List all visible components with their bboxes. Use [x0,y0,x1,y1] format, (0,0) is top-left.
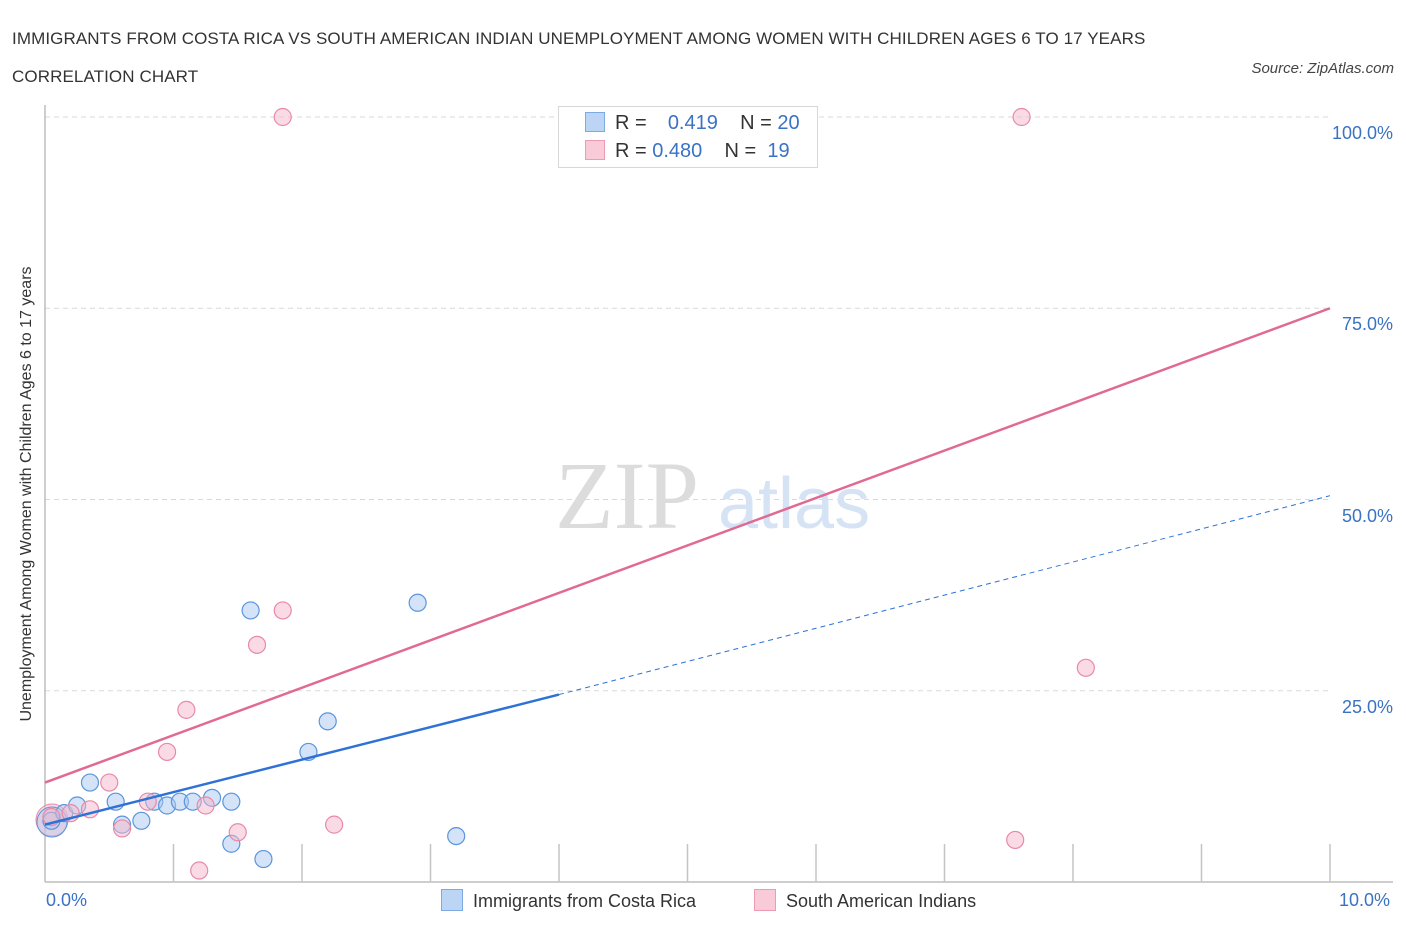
legend-item-south-american-indians[interactable]: South American Indians [754,889,976,912]
stats-row-costa-rica: R = 0.419 N = 20 [585,112,800,138]
chart-title: IMMIGRANTS FROM COSTA RICA VS SOUTH AMER… [12,29,1146,86]
data-point [241,601,260,620]
r-value-south-american-indians: 0.480 [652,140,703,162]
data-point [273,601,292,620]
data-point [157,742,177,762]
y-tick-label: 50.0% [1341,505,1393,526]
y-tick-label: 100.0% [1331,123,1393,143]
data-point [112,819,132,838]
y-tick-label: 75.0% [1341,314,1393,335]
data-point [138,792,157,811]
data-point [1006,830,1025,850]
trend-line [44,693,560,826]
pink-swatch-icon [585,140,605,160]
pink-swatch-icon [754,889,776,911]
stats-box: R = 0.419 N = 20 R = 0.480 N = 19 [558,106,818,168]
trend-lines [44,307,1331,826]
trend-line-extrapolated [558,495,1331,696]
blue-swatch-icon [441,889,463,911]
watermark: ZIP atlas [555,442,870,549]
data-point [318,712,337,731]
watermark-atlas: atlas [718,464,870,544]
stats-row-south-american-indians: R = 0.480 N = 19 [585,140,790,166]
trend-line [44,307,1331,784]
blue-swatch-icon [585,112,605,132]
r-value-costa-rica: 0.419 [667,112,718,134]
axes [44,105,1393,883]
data-point [196,796,215,815]
data-point [100,773,119,792]
y-tick-label: 25.0% [1341,696,1393,717]
data-point [80,773,100,792]
data-point [228,823,247,842]
data-point [325,815,344,834]
data-point [1076,658,1095,677]
source-label: Source: ZipAtlas.com [1251,60,1394,77]
x-tick-max: 10.0% [1339,890,1391,910]
n-value-south-american-indians: 19 [767,140,790,162]
data-point [247,635,267,654]
data-point [273,107,292,127]
gridlines [45,116,1330,692]
x-tick-min: 0.0% [46,890,88,910]
data-point [408,593,427,612]
watermark-zip: ZIP [555,442,699,549]
legend-item-costa-rica[interactable]: Immigrants from Costa Rica [441,889,696,912]
data-point [222,792,241,811]
data-point [177,700,196,719]
data-point [190,861,209,880]
data-point [132,811,151,830]
data-point [1012,107,1031,127]
n-value-costa-rica: 20 [777,112,800,134]
data-point [254,849,273,869]
data-point [447,826,466,846]
